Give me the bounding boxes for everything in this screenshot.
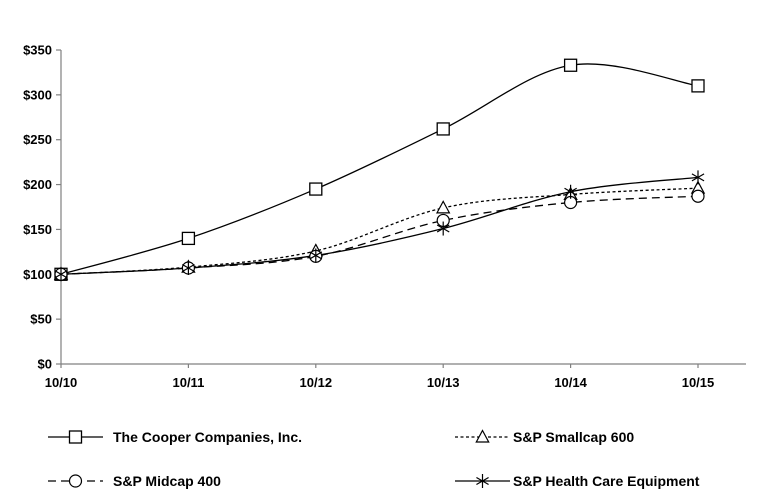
x-axis-tick-label: 10/11 [172,375,204,390]
y-axis-tick-label: $150 [23,222,52,237]
series-3-asterisk-marker [309,251,323,260]
y-axis-tick-label: $50 [30,312,52,327]
series-line-1 [60,187,699,275]
series-line-2 [60,195,699,275]
legend-label-1: S&P Smallcap 600 [513,429,634,445]
y-axis-tick-label: $100 [23,267,52,282]
series-3-asterisk-marker [436,224,450,233]
y-axis-tick-label: $350 [23,43,52,58]
legend-label-0: The Cooper Companies, Inc. [113,429,302,445]
series-1-triangle-marker [435,200,451,214]
series-3-asterisk-marker [54,270,68,279]
series-0-square-marker [436,122,450,136]
legend-1-triangle-marker [475,429,490,443]
x-axis-tick-label: 10/14 [554,375,587,390]
legend-label-3: S&P Health Care Equipment [513,473,700,489]
legend-0-square-marker [68,430,83,444]
y-axis-tick-label: $300 [23,87,52,102]
legend-3-asterisk-marker [476,476,489,486]
series-3-asterisk-marker [182,263,195,273]
series-2-circle-marker [691,189,705,203]
y-axis-tick-label: $200 [23,177,52,192]
series-line-3 [60,176,699,275]
series-0-square-marker [309,182,323,196]
series-0-square-marker [563,58,578,72]
x-axis-tick-label: 10/10 [45,375,78,390]
series-0-square-marker [691,79,705,93]
y-axis-tick-label: $250 [23,132,52,147]
series-3-asterisk-marker [564,187,577,196]
series-line-0 [60,63,699,275]
legend-label-2: S&P Midcap 400 [113,473,221,489]
series-0-square-marker [181,231,196,246]
x-axis-tick-label: 10/12 [300,375,333,390]
series-3-asterisk-marker [691,173,705,182]
x-axis-tick-label: 10/15 [682,375,715,390]
legend-2-circle-marker [68,474,83,488]
x-axis-tick-label: 10/13 [427,375,460,390]
y-axis-tick-label: $0 [38,357,52,372]
